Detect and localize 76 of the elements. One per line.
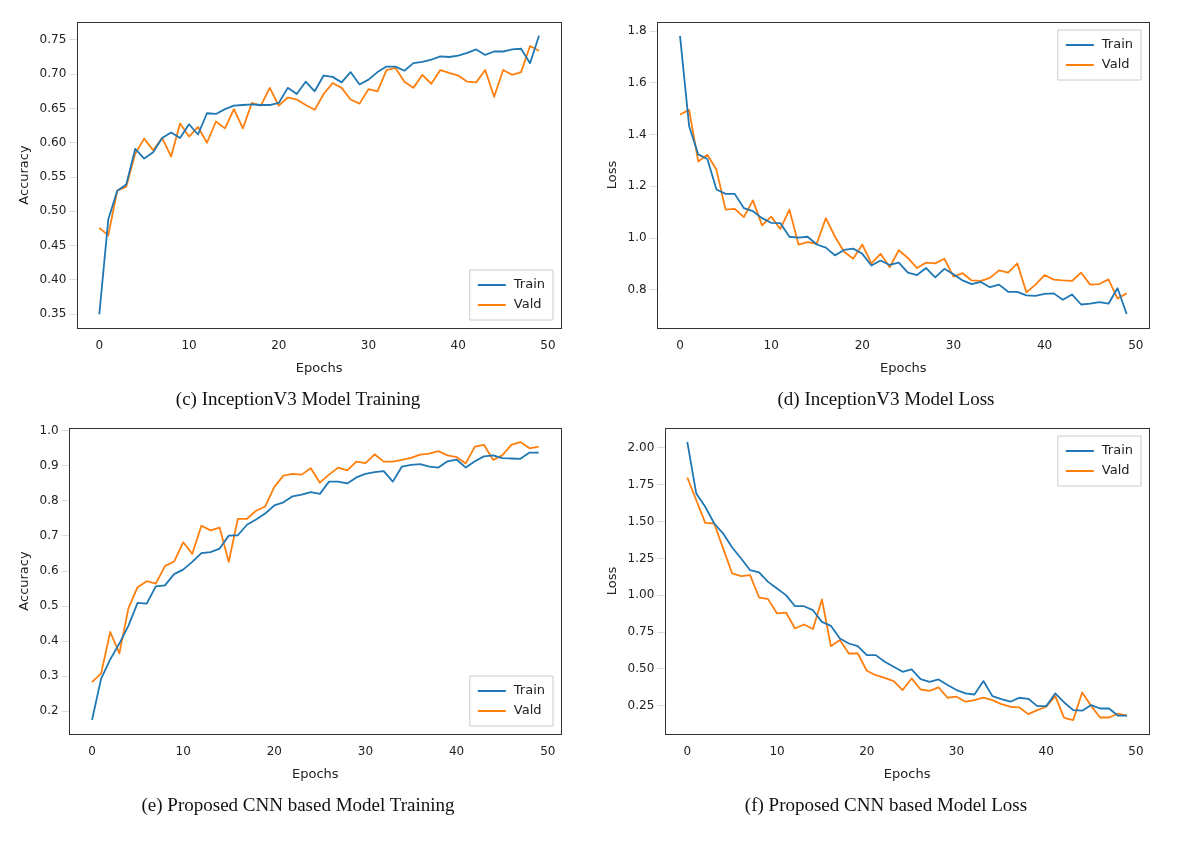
y-tick-label: 0.25 — [627, 697, 655, 712]
y-tick-label: 0.35 — [39, 306, 67, 321]
y-tick-label: 0.7 — [39, 528, 59, 543]
x-tick-label: 30 — [357, 744, 374, 759]
y-tick-label: 0.2 — [39, 703, 59, 718]
y-tick-label: 0.70 — [39, 66, 67, 81]
legend-label: Train — [1100, 36, 1134, 52]
y-axis-title: Loss — [604, 160, 620, 190]
y-tick-label: 1.25 — [627, 550, 655, 565]
text: (d) InceptionV3 Model Loss — [777, 388, 995, 410]
y-tick-label: 0.8 — [627, 281, 647, 296]
y-tick-label: 0.60 — [39, 134, 67, 149]
y-tick-label: 0.50 — [627, 661, 655, 676]
x-tick-label: 40 — [448, 744, 465, 759]
y-tick-label: 1.50 — [627, 513, 655, 528]
x-tick-label: 20 — [271, 338, 287, 353]
y-tick-label: 0.65 — [39, 100, 67, 115]
y-tick-label: 1.6 — [627, 75, 647, 90]
y-tick-label: 0.9 — [39, 457, 59, 472]
x-tick-label: 40 — [450, 338, 466, 353]
x-tick-label: 50 — [1128, 338, 1144, 353]
y-tick-label: 0.40 — [39, 272, 67, 287]
y-tick-label: 0.75 — [627, 624, 655, 639]
x-tick-label: 20 — [854, 338, 870, 353]
legend-label: Train — [1100, 442, 1134, 458]
x-tick-label: 30 — [360, 338, 377, 353]
y-tick-label: 1.4 — [627, 126, 647, 141]
y-tick-label: 1.0 — [627, 230, 647, 245]
x-tick-label: 10 — [769, 744, 785, 759]
x-tick-label: 0 — [683, 744, 692, 759]
x-tick-label: 30 — [948, 744, 965, 759]
text: (e) Proposed CNN based Model Training — [141, 794, 455, 816]
text: (c) InceptionV3 Model Training — [175, 388, 421, 410]
y-tick-label: 0.5 — [39, 598, 59, 613]
legend-label: Vald — [513, 296, 542, 312]
x-tick-label: 20 — [859, 744, 875, 759]
x-tick-label: 50 — [540, 744, 556, 759]
x-tick-label: 0 — [88, 744, 96, 759]
x-tick-label: 50 — [1128, 744, 1144, 759]
x-axis-title: Epochs — [883, 765, 931, 781]
y-tick-label: 0.8 — [39, 493, 59, 508]
y-tick-label: 0.45 — [39, 237, 67, 252]
y-tick-label: 0.50 — [39, 203, 67, 218]
legend-label: Vald — [513, 702, 542, 718]
x-tick-label: 30 — [945, 338, 962, 353]
text: (f) Proposed CNN based Model Loss — [744, 794, 1028, 816]
y-tick-label: 0.6 — [39, 563, 59, 578]
x-tick-label: 40 — [1036, 338, 1053, 353]
x-axis-title: Epochs — [880, 359, 927, 375]
y-tick-label: 1.8 — [627, 23, 647, 38]
x-axis-title: Epochs — [295, 359, 343, 375]
x-tick-label: 50 — [540, 338, 556, 353]
x-tick-label: 10 — [181, 338, 197, 353]
y-axis-title: Loss — [604, 566, 620, 596]
legend-label: Train — [512, 682, 546, 698]
x-tick-label: 10 — [763, 338, 779, 353]
y-tick-label: 0.75 — [39, 31, 67, 46]
x-tick-label: 0 — [676, 338, 684, 353]
x-tick-label: 20 — [266, 744, 282, 759]
legend-label: Train — [512, 276, 546, 292]
y-tick-label: 2.00 — [627, 440, 655, 455]
x-tick-label: 10 — [175, 744, 191, 759]
y-axis-title: Accuracy — [16, 145, 32, 205]
y-axis-title: Accuracy — [16, 551, 32, 611]
y-tick-label: 1.75 — [627, 476, 655, 491]
x-axis-title: Epochs — [292, 765, 339, 781]
y-tick-label: 1.00 — [627, 587, 655, 602]
y-tick-label: 1.0 — [39, 422, 59, 437]
y-tick-label: 1.2 — [627, 178, 647, 193]
x-tick-label: 40 — [1038, 744, 1054, 759]
legend-label: Vald — [1101, 56, 1130, 72]
x-tick-label: 0 — [95, 338, 104, 353]
legend-label: Vald — [1101, 462, 1130, 478]
y-tick-label: 0.4 — [39, 633, 59, 648]
y-tick-label: 0.3 — [39, 668, 59, 683]
y-tick-label: 0.55 — [39, 169, 67, 184]
